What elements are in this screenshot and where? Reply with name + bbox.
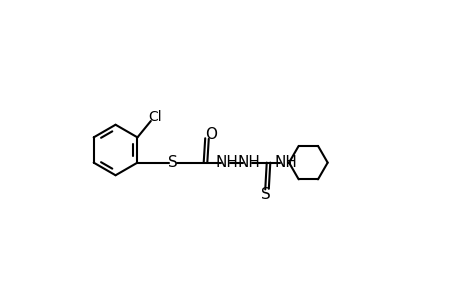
Text: Cl: Cl — [148, 110, 162, 124]
Text: NH: NH — [215, 155, 238, 170]
Text: S: S — [168, 155, 178, 170]
Text: O: O — [205, 127, 217, 142]
Text: NH: NH — [237, 155, 260, 170]
Text: S: S — [261, 187, 270, 202]
Text: NH: NH — [274, 155, 297, 170]
